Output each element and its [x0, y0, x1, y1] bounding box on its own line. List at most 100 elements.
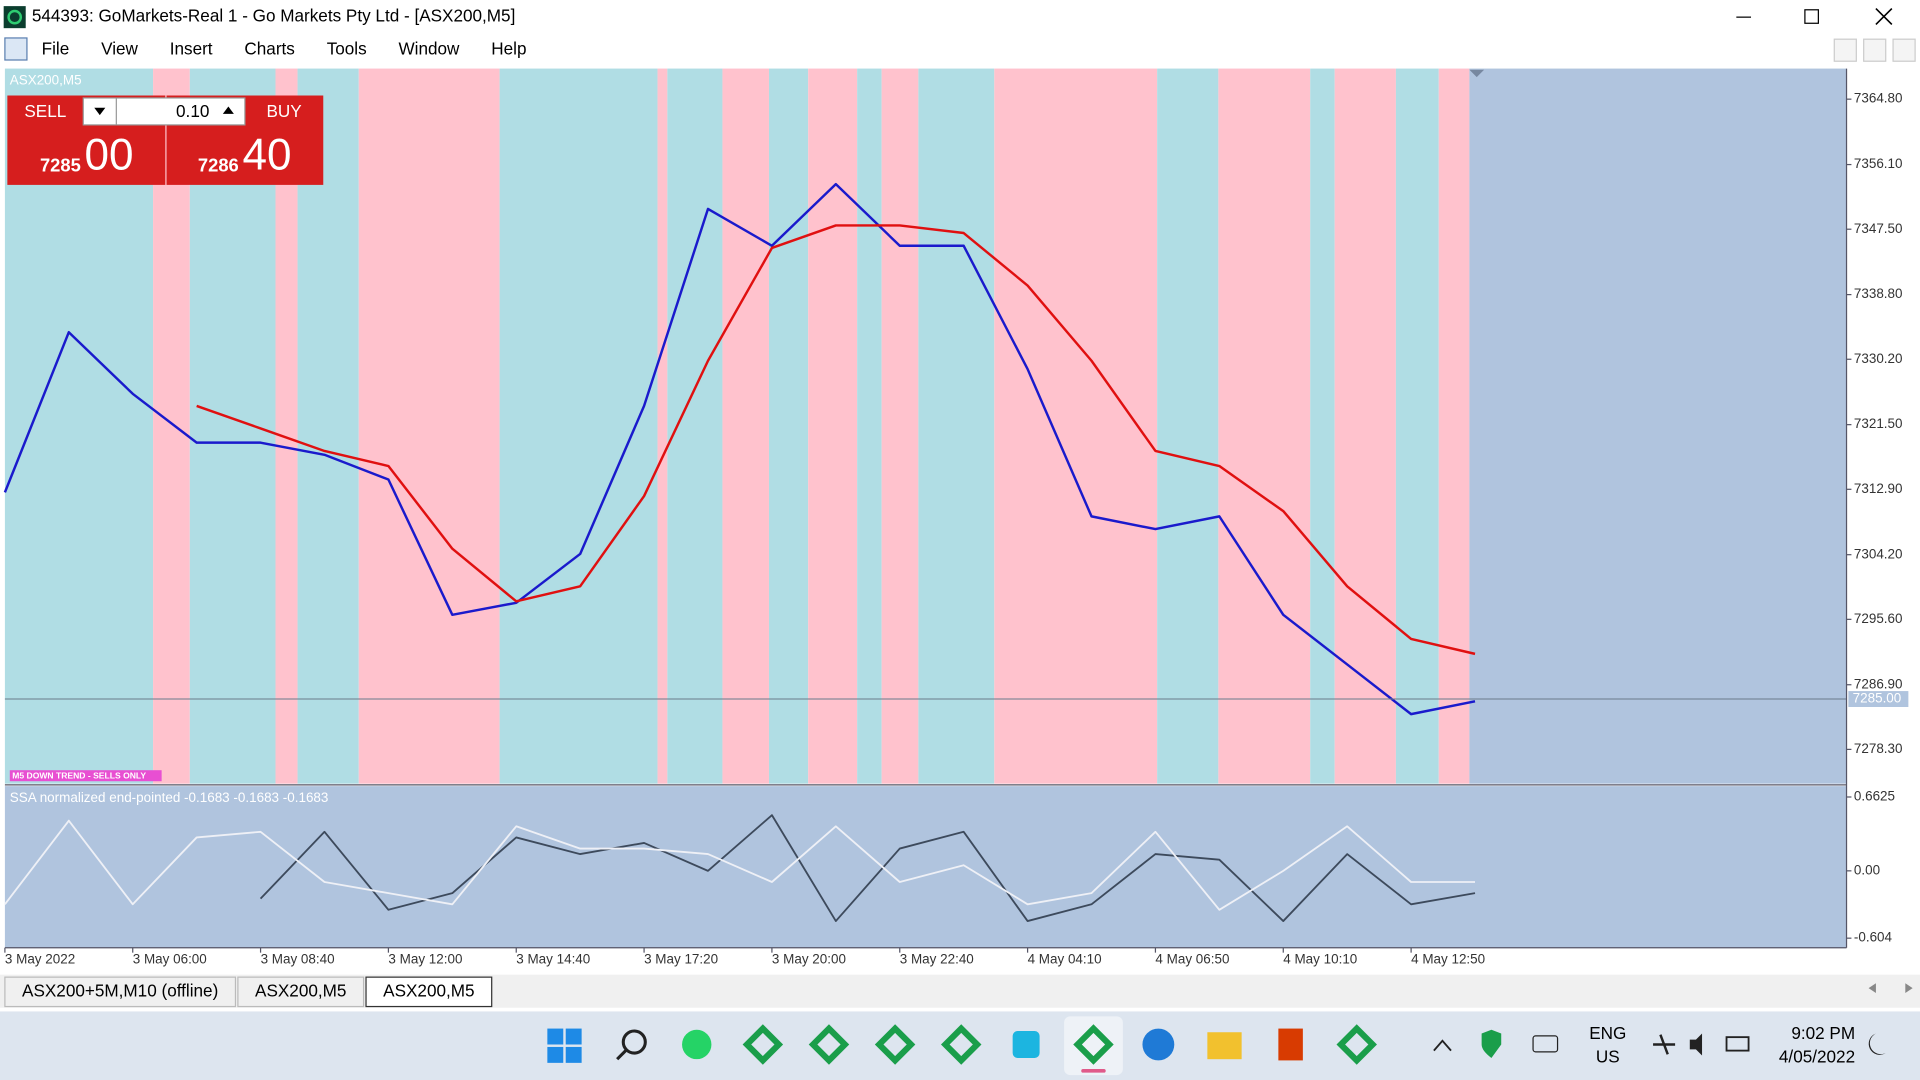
- trend-band: [4, 68, 154, 784]
- indicator-chart: 0.6625 0.00 -0.604: [4, 789, 1895, 945]
- tab-label[interactable]: ASX200,M5: [255, 980, 346, 1000]
- y-tick-label: 0.6625: [1854, 789, 1895, 804]
- clock-date[interactable]: 4/05/2022: [1779, 1046, 1855, 1066]
- tab[interactable]: ASX200,M5: [237, 976, 365, 1008]
- x-tick-label: 3 May 22:40: [900, 952, 974, 967]
- trend-band: [358, 68, 500, 784]
- mt4-icon[interactable]: [1336, 1024, 1377, 1065]
- tab-bg[interactable]: [365, 976, 493, 1008]
- tab-label[interactable]: ASX200,M5: [383, 980, 474, 1000]
- active-app-bg: [1064, 1016, 1123, 1076]
- menu-item[interactable]: Window: [399, 39, 461, 59]
- menu-item[interactable]: Help: [491, 39, 526, 59]
- y-tick-label: 7347.50: [1854, 221, 1903, 236]
- chart-icon[interactable]: [4, 37, 28, 61]
- start-button[interactable]: [547, 1028, 582, 1063]
- lang[interactable]: ENG: [1589, 1023, 1626, 1043]
- last-price-badge: [1847, 689, 1910, 709]
- title-bar: [0, 0, 1920, 35]
- trend-band: [1334, 68, 1396, 784]
- child-minimize[interactable]: [1833, 38, 1857, 62]
- lot-value[interactable]: 0.10: [176, 101, 209, 121]
- volume-icon[interactable]: [1689, 1033, 1703, 1056]
- menu-item[interactable]: Charts: [244, 39, 294, 59]
- bid-pips: 00: [84, 131, 133, 180]
- chart-tabs: ASX200+5M,M10 (offline) ASX200,M5 ASX200,M…: [4, 976, 493, 1008]
- battery-icon[interactable]: [1725, 1036, 1750, 1052]
- trend-band: [275, 68, 298, 784]
- airplane-icon[interactable]: [1653, 1034, 1676, 1055]
- menu-item[interactable]: Tools: [327, 39, 367, 59]
- trend-band: [1157, 68, 1219, 784]
- mt4-icon[interactable]: [940, 1024, 982, 1065]
- x-tick-label: 3 May 06:00: [133, 952, 207, 967]
- tab[interactable]: ASX200,M5: [365, 976, 493, 1008]
- lot-input[interactable]: [82, 97, 246, 126]
- x-tick-label: 4 May 12:50: [1411, 952, 1485, 967]
- lot-down[interactable]: [94, 107, 106, 116]
- series-line: [3, 182, 1476, 716]
- price-chart: 7364.80 7356.10 7347.50 7338.80 7330.20 7321.…: [3, 91, 1910, 967]
- tab-label[interactable]: ASX200+5M,M10 (offline): [22, 980, 218, 1000]
- y-tick-label: 0.00: [1854, 862, 1880, 877]
- x-tick-label: 4 May 10:10: [1283, 952, 1357, 967]
- close-button[interactable]: [1875, 8, 1893, 26]
- trend-label: M5 DOWN TREND - SELLS ONLY: [12, 771, 146, 781]
- child-close[interactable]: [1892, 38, 1916, 62]
- trend-band: [808, 68, 858, 784]
- shift-marker: [1469, 69, 1485, 78]
- trend-band: [499, 68, 658, 784]
- y-tick-label: -0.604: [1854, 930, 1893, 945]
- taskbar-icons: [547, 1016, 1886, 1076]
- tab-bg[interactable]: [4, 976, 237, 1008]
- indicator-label: SSA normalized end-pointed -0.1683 -0.16…: [10, 790, 329, 805]
- indicator-panel: [4, 786, 1847, 948]
- region[interactable]: US: [1596, 1046, 1620, 1066]
- mt4-icon[interactable]: [874, 1024, 916, 1065]
- sell-label[interactable]: SELL: [24, 101, 66, 121]
- ask-pips: 40: [242, 131, 291, 180]
- x-tick-label: 3 May 20:00: [772, 952, 846, 967]
- keyboard-icon[interactable]: [1532, 1035, 1559, 1053]
- restore-button[interactable]: [1804, 9, 1819, 24]
- y-tick-label: 7304.20: [1854, 546, 1903, 561]
- security-icon[interactable]: [1481, 1029, 1502, 1058]
- menu-bar: [0, 34, 1920, 65]
- future-area: [1469, 68, 1847, 784]
- menu-item[interactable]: File: [42, 39, 70, 59]
- taskbar: [0, 1011, 1920, 1080]
- search-button[interactable]: [616, 1029, 647, 1061]
- edge-icon[interactable]: [1142, 1028, 1175, 1061]
- trend-band: [657, 68, 668, 784]
- trend-band: [1438, 68, 1470, 784]
- y-tick-label: 7338.80: [1854, 286, 1903, 301]
- tab-bg[interactable]: [237, 976, 365, 1008]
- x-tick-label: 3 May 14:40: [516, 952, 590, 967]
- app-icon: [3, 6, 26, 29]
- trend-band: [881, 68, 919, 784]
- child-restore[interactable]: [1863, 38, 1887, 62]
- menu-item[interactable]: Insert: [170, 39, 213, 59]
- trend-band: [1310, 68, 1335, 784]
- last-price-label: 7285.00: [1853, 691, 1902, 706]
- x-tick-label: 3 May 12:00: [388, 952, 462, 967]
- app-icon[interactable]: [1012, 1031, 1040, 1058]
- menu-item[interactable]: View: [101, 39, 138, 59]
- series-line: [196, 224, 1476, 656]
- mt4-icon[interactable]: [1073, 1024, 1114, 1065]
- clock-time[interactable]: 9:02 PM: [1791, 1023, 1855, 1043]
- buy-label[interactable]: BUY: [266, 101, 302, 121]
- trend-band: [918, 68, 995, 784]
- whatsapp-icon[interactable]: [682, 1029, 712, 1060]
- tab[interactable]: ASX200+5M,M10 (offline): [4, 976, 237, 1008]
- mt4-icon[interactable]: [808, 1024, 850, 1065]
- office-icon[interactable]: [1278, 1028, 1303, 1061]
- one-click-trading: SELL 0.10 BUY 7285 00 7286 40: [7, 95, 324, 185]
- lot-up[interactable]: [222, 106, 234, 114]
- y-tick-label: 7330.20: [1854, 351, 1903, 366]
- y-tick-label: 7321.50: [1854, 416, 1903, 431]
- explorer-icon[interactable]: [1207, 1032, 1242, 1060]
- mt4-icon[interactable]: [742, 1024, 784, 1065]
- tray-expand[interactable]: [1433, 1039, 1452, 1052]
